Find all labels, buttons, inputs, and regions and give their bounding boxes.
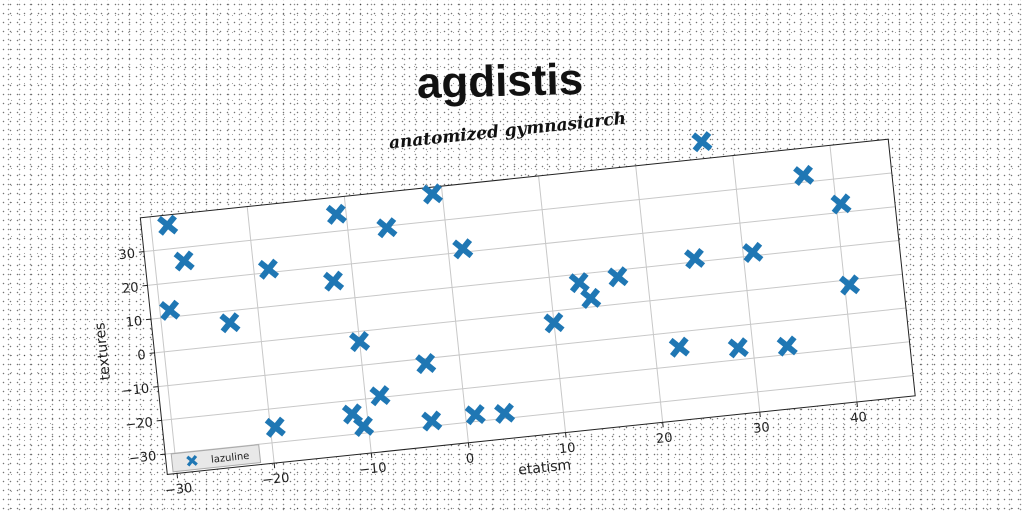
data-point [421, 183, 443, 205]
data-point [421, 410, 443, 432]
data-point [353, 415, 375, 438]
x-gridline [343, 196, 372, 454]
y-tick-label: −30 [128, 449, 157, 467]
x-tick-label: −20 [261, 471, 290, 489]
x-tick-label: 0 [465, 451, 475, 467]
data-point [325, 203, 347, 225]
x-gridline [635, 165, 664, 423]
y-tick [138, 251, 144, 253]
x-tick [273, 463, 276, 469]
x-gridline [732, 155, 761, 413]
plot-area: −30 −20 −10 0 10 20 30 40 −30 −20 −10 0 10 20 30 etati… [92, 131, 916, 499]
x-gridline [149, 216, 178, 474]
y-tick-label: −10 [121, 382, 150, 400]
y-tick [145, 318, 152, 321]
y-tick [142, 284, 148, 287]
y-gridline [158, 307, 907, 388]
data-point [323, 270, 345, 292]
data-point [776, 335, 798, 357]
data-point [415, 353, 437, 375]
data-point [376, 217, 398, 239]
data-point [173, 250, 195, 272]
data-point [264, 416, 286, 438]
y-tick [156, 419, 162, 422]
y-gridline [165, 375, 914, 455]
x-tick-label: 10 [558, 441, 576, 458]
data-point [257, 258, 280, 280]
data-point [543, 312, 565, 334]
legend-label: lazuline [211, 451, 250, 466]
x-gridline [829, 145, 858, 402]
data-point [668, 336, 690, 358]
axes-frame [139, 138, 916, 475]
data-point [494, 402, 516, 424]
data-point [607, 266, 629, 288]
data-point [683, 248, 706, 270]
ticks: −30 −20 −10 0 10 20 30 40 −30 −20 −10 0 10 20 30 [118, 247, 868, 499]
chart-subtitle: anatomized gymnasiarch [388, 109, 627, 154]
x-tick [467, 442, 470, 448]
y-tick [149, 352, 155, 354]
axes-background [140, 139, 916, 475]
x-tick [370, 452, 373, 458]
x-tick [565, 432, 567, 438]
data-point [838, 274, 861, 296]
y-tick-label: −20 [125, 415, 154, 433]
y-tick [153, 386, 159, 388]
x-tick-label: 20 [655, 430, 673, 447]
x-axis-label: etatism [518, 457, 572, 478]
data-point [349, 330, 371, 353]
data-point [830, 193, 852, 215]
data-point [793, 164, 815, 186]
y-gridline [161, 341, 910, 421]
x-tick-label: −10 [359, 460, 388, 478]
y-gridline [154, 273, 903, 354]
y-gridline [143, 172, 892, 253]
x-gridline [440, 186, 469, 443]
legend-marker [186, 454, 198, 467]
legend: lazuline [170, 444, 262, 473]
data-point [691, 131, 713, 153]
y-tick-label: 30 [118, 247, 136, 264]
data-point [742, 241, 764, 263]
y-tick-label: 0 [137, 348, 147, 364]
data-point [369, 385, 391, 407]
x-tick [856, 401, 858, 407]
x-tick [662, 422, 664, 428]
x-gridline [538, 175, 567, 433]
data-markers [157, 131, 861, 438]
data-point [568, 272, 590, 294]
data-point [157, 214, 179, 236]
x-tick [176, 473, 179, 479]
data-point [452, 238, 474, 260]
data-point [464, 404, 486, 426]
y-tick-label: 10 [125, 314, 143, 331]
y-gridline [150, 239, 899, 320]
y-axis-label: textures [92, 322, 114, 381]
data-point [727, 337, 749, 359]
x-tick [759, 412, 761, 418]
y-tick-label: 20 [121, 280, 139, 297]
data-point [580, 287, 602, 310]
x-tick-label: 30 [753, 420, 771, 437]
data-point [219, 312, 241, 334]
data-point [159, 299, 181, 321]
y-tick [160, 453, 166, 456]
x-tick-label: 40 [850, 410, 868, 427]
legend-box [170, 444, 262, 473]
x-tick-label: −30 [164, 481, 193, 499]
